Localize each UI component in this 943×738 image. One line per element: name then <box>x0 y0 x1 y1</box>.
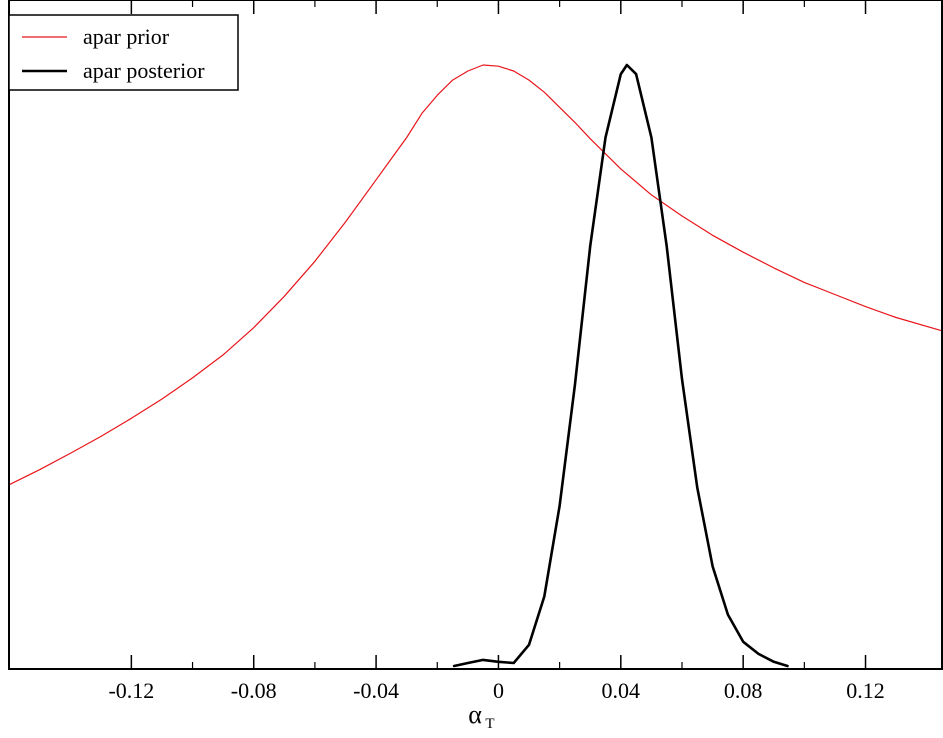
x-tick-label: 0.04 <box>602 678 641 703</box>
x-ticks: -0.12 -0.08 -0.04 0 0.04 0.08 0.12 <box>108 0 885 703</box>
plot-frame <box>8 0 943 670</box>
x-tick-label: 0.08 <box>724 678 763 703</box>
legend-label-posterior: apar posterior <box>83 58 205 83</box>
x-tick-label: -0.08 <box>231 678 277 703</box>
x-axis-label-subscript: T <box>485 716 494 732</box>
legend: apar prior apar posterior <box>8 14 239 91</box>
x-tick-label: 0 <box>493 678 504 703</box>
series-line-apar-prior <box>8 64 943 486</box>
x-tick-label: -0.04 <box>353 678 399 703</box>
plot-lines <box>8 63 943 668</box>
x-tick-label: 0.12 <box>846 678 885 703</box>
x-tick-label: -0.12 <box>108 678 154 703</box>
x-axis-label-main: α <box>468 700 482 729</box>
series-line-apar-posterior <box>452 63 789 668</box>
legend-label-prior: apar prior <box>83 24 170 49</box>
legend-box <box>8 14 239 91</box>
x-axis-label: α T <box>468 700 494 732</box>
